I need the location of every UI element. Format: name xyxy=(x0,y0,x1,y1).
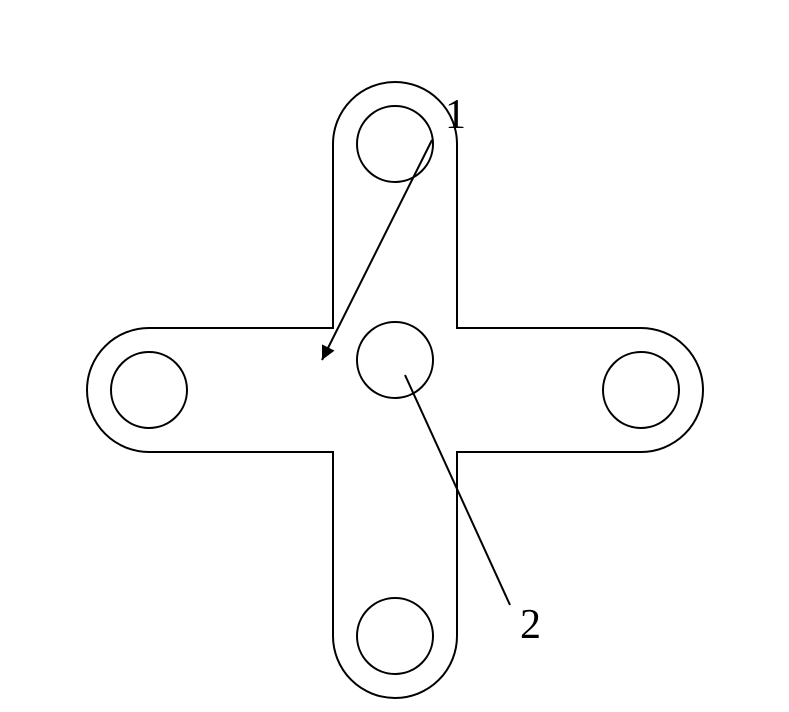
diagram-layer: 12 xyxy=(87,82,703,698)
diagram-svg: 12 xyxy=(0,0,789,712)
callout-2-label: 2 xyxy=(520,602,541,648)
cross-plate-outline xyxy=(87,82,703,698)
tip-hole-right xyxy=(603,352,679,428)
tip-hole-left xyxy=(111,352,187,428)
tip-hole-bottom xyxy=(357,598,433,674)
center-hole xyxy=(357,322,433,398)
tip-hole-top xyxy=(357,106,433,182)
callout-1-label: 1 xyxy=(445,92,466,138)
